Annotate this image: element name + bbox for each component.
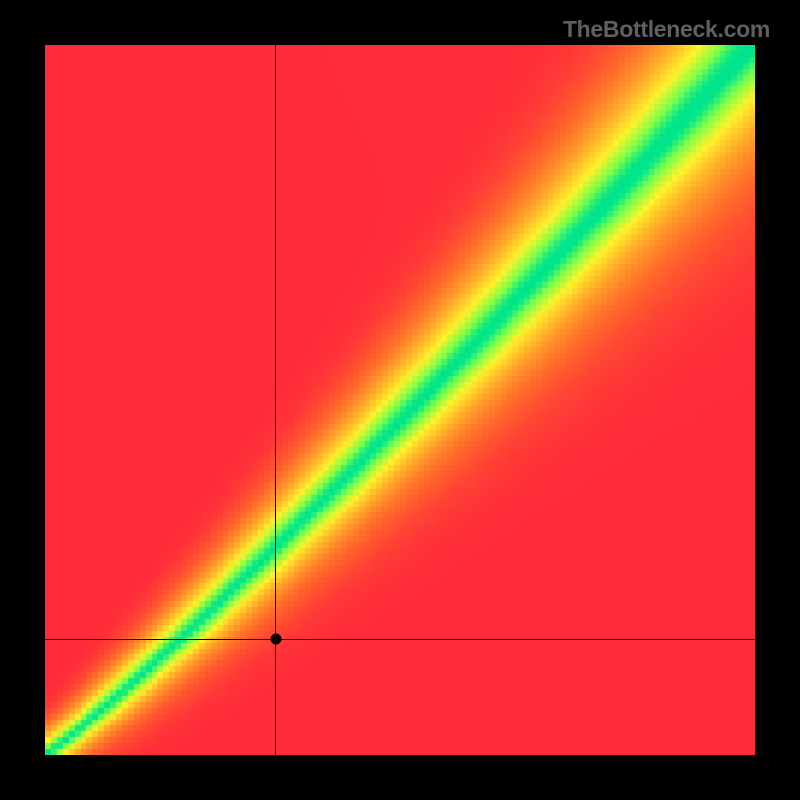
marker-point [270, 634, 281, 645]
heatmap-canvas [45, 45, 755, 755]
crosshair-vertical [275, 45, 276, 755]
watermark-text: TheBottleneck.com [563, 16, 770, 43]
heatmap-plot [45, 45, 755, 755]
crosshair-horizontal [45, 639, 755, 640]
